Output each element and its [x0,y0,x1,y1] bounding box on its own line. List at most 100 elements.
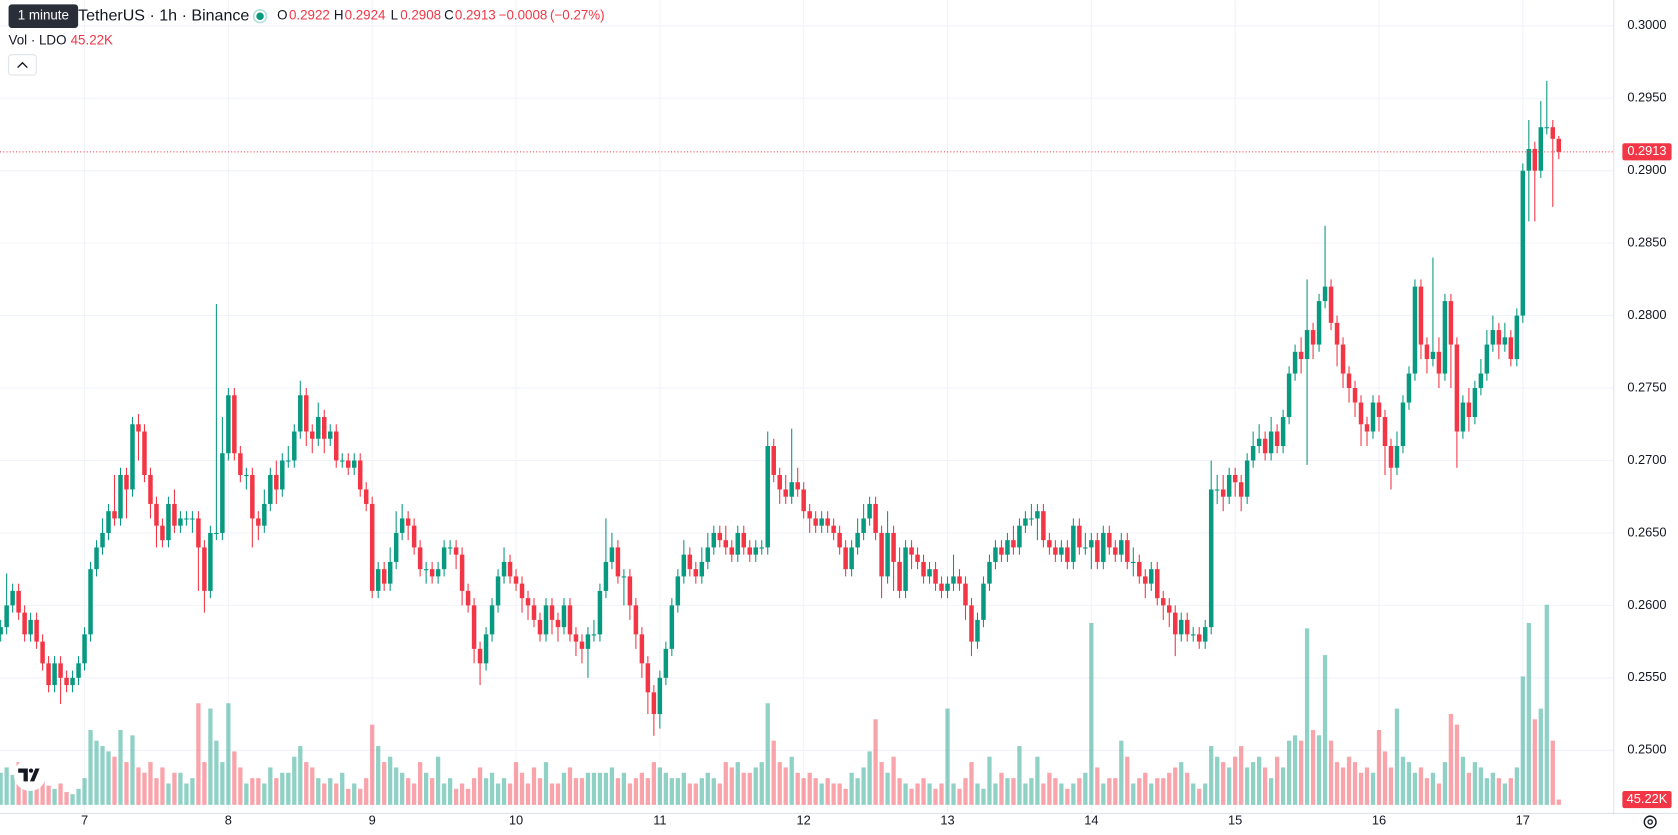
symbol-title[interactable]: TetherUS · 1h · Binance [78,6,249,24]
volume-bar [1101,783,1106,805]
candle-body [1322,286,1328,302]
volume-bar [1304,628,1310,805]
volume-bar [543,762,549,805]
x-tick-label: 9 [369,812,376,827]
candle-body [250,474,255,519]
volume-bar [1161,778,1166,805]
x-tick-label: 15 [1228,812,1242,827]
candle-body [633,605,639,635]
candle-body [130,424,135,490]
volume-bar [280,772,285,805]
volume-title[interactable]: Vol · LDO [9,32,67,47]
volume-bar [244,783,249,805]
volume-bar [1370,772,1376,805]
volume-bar [609,767,615,805]
volume-bar [783,767,788,805]
logo[interactable] [13,758,47,791]
candle-body [328,431,333,439]
volume-bar [1460,756,1466,805]
volume-bar [807,772,812,805]
volume-bar [322,783,327,805]
candle-body [310,431,315,439]
legend-value: 0.2922 [289,8,330,23]
candle-body [1466,402,1472,418]
volume-bar [1358,772,1364,805]
volume-bar [214,740,219,805]
candle-body [681,554,687,577]
volume-bar [226,703,231,805]
volume-bar [70,794,75,805]
candle-body [16,590,21,613]
volume-bar [549,783,555,805]
candle-body [1041,511,1046,541]
volume-bar [741,772,746,805]
candle-body [735,532,741,555]
volume-bar [256,778,261,805]
y-tick-label: 0.2950 [1627,90,1666,105]
last-price-label: 0.2913 [1627,143,1666,158]
volume-bar [124,762,129,805]
volume-bar [645,778,651,805]
settings-button[interactable] [1643,815,1657,829]
collapse-icon [17,61,28,69]
x-tick-label: 11 [653,812,666,827]
volume-bar [202,762,207,805]
candle-body [1526,148,1532,171]
volume-bar [789,756,794,805]
candle-body [118,474,123,519]
candle-body [1388,445,1394,468]
volume-bar [597,772,603,805]
candle-body [951,576,956,584]
volume-bar [1442,762,1448,805]
volume-bar [1280,767,1286,805]
candle-body [46,663,51,686]
candle-body [124,474,129,490]
volume-bar [40,772,45,805]
candle-body [316,417,321,439]
candle-body [1256,438,1262,446]
candle-body [513,576,519,584]
collapse-button[interactable] [8,54,37,76]
volume-bar [154,778,159,805]
y-tick-label: 0.2850 [1627,235,1666,250]
candle-body [76,663,81,678]
volume-bar [1286,740,1292,805]
candle-body [172,503,177,526]
candle-body [783,489,788,497]
candle-body [477,648,483,664]
candle-body [693,569,699,577]
candle-body [1011,540,1016,548]
volume-bar [981,788,986,805]
legend-key: H [334,8,344,23]
candle-body [1095,540,1100,562]
volume-bar [370,724,375,805]
volume-bar [1292,735,1298,805]
volume-bar [771,740,776,805]
candle-body [1083,547,1088,549]
candle-body [549,605,555,620]
candle-body [375,569,381,591]
volume-bar [465,788,471,805]
tooltip-text: 1 minute [18,8,69,23]
candle-body [1334,322,1340,345]
volume-bar [507,783,513,805]
candle-body [1202,627,1208,642]
candle-body [1107,532,1112,548]
volume-bar [879,762,884,805]
legend-key: O [277,8,287,23]
volume-bar [987,756,992,805]
volume-bar [915,783,920,805]
candle-body [1316,301,1322,345]
volume-bar [729,767,734,805]
logo-bg [13,758,47,791]
volume-bar [10,774,15,805]
candle-body [148,474,153,504]
volume-bar [148,762,153,805]
volume-bar [1376,729,1382,805]
candle-body [405,518,411,526]
candle-body [963,583,968,606]
candle-body [1364,424,1370,432]
candle-body [1184,619,1190,635]
x-tick-label: 16 [1372,812,1386,827]
candle-body [1502,337,1508,345]
